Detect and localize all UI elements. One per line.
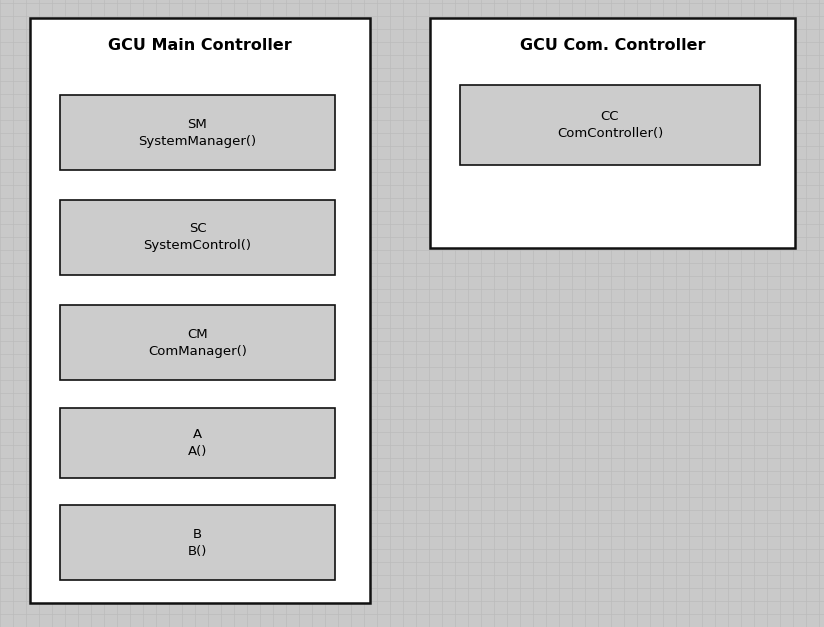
Bar: [60, 200, 335, 275]
Text: SM
SystemManager(): SM SystemManager(): [138, 117, 256, 147]
Text: B
B(): B B(): [188, 527, 207, 557]
Bar: [30, 18, 370, 603]
Bar: [430, 18, 795, 248]
Bar: [60, 408, 335, 478]
Bar: [60, 305, 335, 380]
Text: SC
SystemControl(): SC SystemControl(): [143, 223, 251, 253]
Bar: [460, 85, 760, 165]
Bar: [60, 95, 335, 170]
Text: CC
ComController(): CC ComController(): [557, 110, 663, 140]
Text: GCU Main Controller: GCU Main Controller: [108, 38, 292, 53]
Text: A
A(): A A(): [188, 428, 207, 458]
Bar: [60, 505, 335, 580]
Text: GCU Com. Controller: GCU Com. Controller: [520, 38, 705, 53]
Text: CM
ComManager(): CM ComManager(): [148, 327, 247, 357]
